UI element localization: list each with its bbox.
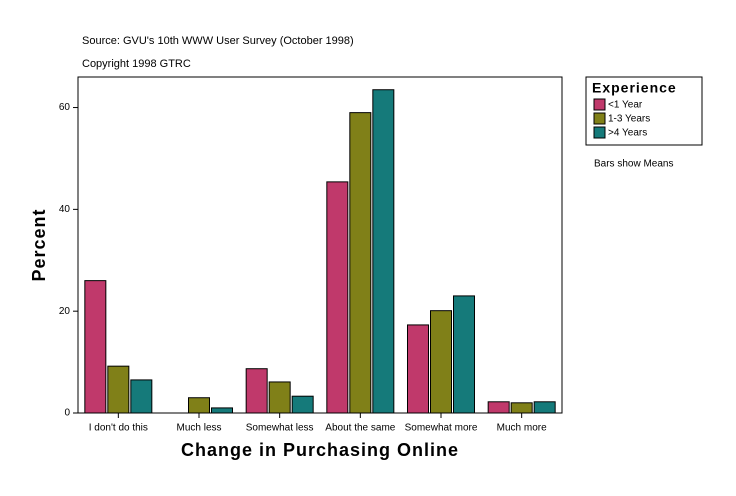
y-tick-label: 0 bbox=[64, 408, 70, 419]
bar bbox=[84, 280, 107, 414]
legend-swatch bbox=[593, 126, 606, 139]
y-tick-label: 40 bbox=[59, 204, 71, 215]
legend-label: >4 Years bbox=[608, 128, 647, 139]
x-tick-label: Much less bbox=[176, 423, 221, 434]
chart-subtitle: Copyright 1998 GTRC bbox=[82, 58, 191, 70]
y-tick-label: 60 bbox=[59, 102, 71, 113]
legend-title: Experience bbox=[592, 80, 677, 96]
x-tick-label: Somewhat less bbox=[246, 423, 314, 434]
bar bbox=[245, 368, 268, 414]
bar bbox=[510, 402, 533, 414]
legend-box bbox=[585, 76, 703, 146]
y-axis-title: Percent bbox=[29, 208, 49, 281]
x-tick-label: Much more bbox=[497, 423, 547, 434]
bar bbox=[453, 295, 475, 414]
bar bbox=[268, 381, 291, 414]
legend-label: 1-3 Years bbox=[608, 114, 650, 125]
bar bbox=[372, 89, 395, 414]
legend-swatch bbox=[593, 98, 606, 111]
bar bbox=[407, 324, 429, 414]
x-tick-label: About the same bbox=[325, 423, 395, 434]
x-tick-label: Somewhat more bbox=[405, 423, 478, 434]
bar bbox=[487, 401, 510, 414]
bar bbox=[326, 181, 349, 414]
bar bbox=[291, 395, 314, 414]
legend-swatch bbox=[593, 112, 606, 125]
legend-label: <1 Year bbox=[608, 100, 643, 111]
x-axis-title: Change in Purchasing Online bbox=[181, 440, 459, 460]
bar bbox=[130, 379, 153, 414]
x-tick-label: I don't do this bbox=[89, 423, 148, 434]
bar bbox=[211, 407, 233, 414]
note: Bars show Means bbox=[594, 159, 673, 170]
bar bbox=[533, 401, 556, 414]
bar bbox=[107, 365, 130, 414]
bar bbox=[430, 310, 452, 414]
bar bbox=[188, 397, 210, 414]
plot-frame bbox=[77, 76, 563, 414]
chart-title: Source: GVU's 10th WWW User Survey (Octo… bbox=[82, 35, 354, 47]
bar bbox=[349, 112, 372, 414]
y-tick-label: 20 bbox=[59, 306, 71, 317]
